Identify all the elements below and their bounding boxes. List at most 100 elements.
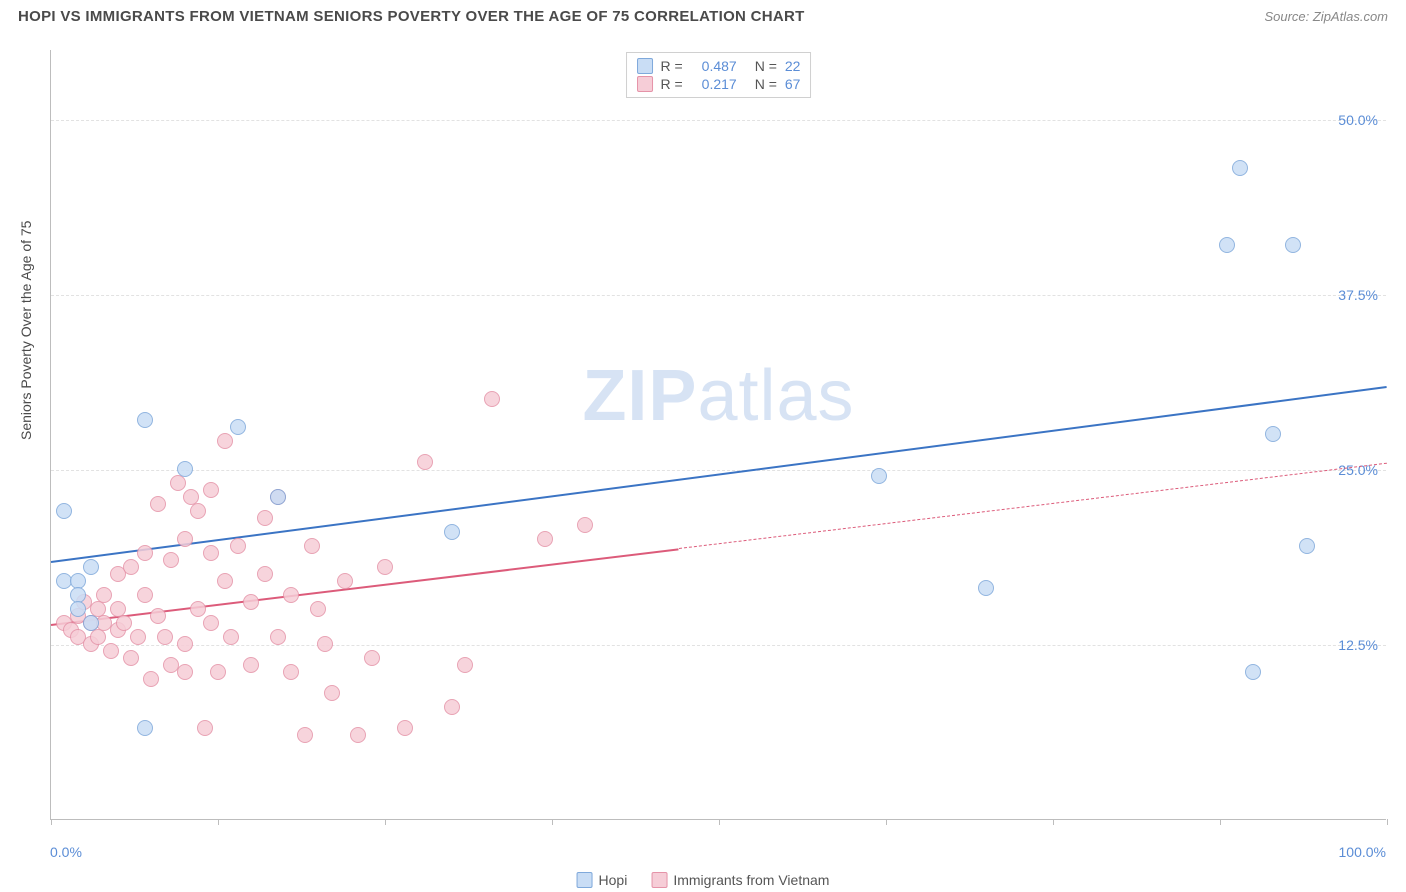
grid-line [51, 645, 1386, 646]
data-point [417, 454, 433, 470]
data-point [1219, 237, 1235, 253]
legend-swatch-1b [577, 872, 593, 888]
data-point [116, 615, 132, 631]
watermark: ZIPatlas [582, 355, 854, 437]
data-point [364, 650, 380, 666]
data-point [83, 615, 99, 631]
data-point [170, 475, 186, 491]
data-point [96, 587, 112, 603]
data-point [177, 461, 193, 477]
data-point [270, 629, 286, 645]
data-point [1265, 426, 1281, 442]
grid-line [51, 470, 1386, 471]
data-point [283, 587, 299, 603]
legend-label-2: Immigrants from Vietnam [673, 872, 829, 888]
n-value-1: 22 [785, 58, 801, 74]
watermark-atlas: atlas [697, 356, 854, 436]
data-point [397, 720, 413, 736]
x-tick [1053, 819, 1054, 825]
data-point [1245, 664, 1261, 680]
data-point [150, 496, 166, 512]
legend-item-2: Immigrants from Vietnam [651, 872, 829, 888]
data-point [137, 720, 153, 736]
data-point [217, 573, 233, 589]
x-tick [1220, 819, 1221, 825]
series-legend: Hopi Immigrants from Vietnam [577, 872, 830, 888]
n-label-1: N = [755, 58, 777, 74]
chart-source: Source: ZipAtlas.com [1264, 9, 1388, 24]
r-value-1: 0.487 [691, 58, 737, 74]
data-point [283, 664, 299, 680]
watermark-zip: ZIP [582, 356, 697, 436]
y-tick-label: 12.5% [1338, 637, 1378, 653]
data-point [577, 517, 593, 533]
legend-label-1: Hopi [599, 872, 628, 888]
x-tick [552, 819, 553, 825]
data-point [457, 657, 473, 673]
correlation-legend: R = 0.487 N = 22 R = 0.217 N = 67 [626, 52, 812, 98]
x-tick [51, 819, 52, 825]
data-point [257, 566, 273, 582]
data-point [203, 482, 219, 498]
r-label-2: R = [661, 76, 683, 92]
data-point [137, 412, 153, 428]
data-point [203, 615, 219, 631]
x-tick [218, 819, 219, 825]
data-point [190, 601, 206, 617]
n-label-2: N = [755, 76, 777, 92]
x-tick [719, 819, 720, 825]
data-point [243, 657, 259, 673]
data-point [243, 594, 259, 610]
x-axis-max-label: 100.0% [1339, 844, 1386, 860]
data-point [444, 524, 460, 540]
data-point [297, 727, 313, 743]
data-point [324, 685, 340, 701]
data-point [1232, 160, 1248, 176]
chart-header: HOPI VS IMMIGRANTS FROM VIETNAM SENIORS … [0, 0, 1406, 29]
y-axis-label: Seniors Poverty Over the Age of 75 [18, 221, 34, 440]
data-point [137, 545, 153, 561]
chart-container: Seniors Poverty Over the Age of 75 ZIPat… [0, 40, 1406, 892]
data-point [123, 650, 139, 666]
data-point [304, 538, 320, 554]
y-tick-label: 37.5% [1338, 287, 1378, 303]
legend-item-1: Hopi [577, 872, 628, 888]
legend-swatch-2b [651, 872, 667, 888]
data-point [257, 510, 273, 526]
data-point [230, 419, 246, 435]
data-point [83, 559, 99, 575]
data-point [270, 489, 286, 505]
chart-title: HOPI VS IMMIGRANTS FROM VIETNAM SENIORS … [18, 8, 805, 25]
data-point [130, 629, 146, 645]
trend-line-0 [51, 386, 1387, 563]
r-label-1: R = [661, 58, 683, 74]
data-point [1285, 237, 1301, 253]
data-point [70, 601, 86, 617]
data-point [317, 636, 333, 652]
data-point [150, 608, 166, 624]
data-point [230, 538, 246, 554]
data-point [143, 671, 159, 687]
data-point [177, 664, 193, 680]
x-tick [385, 819, 386, 825]
data-point [163, 552, 179, 568]
data-point [217, 433, 233, 449]
data-point [223, 629, 239, 645]
data-point [177, 636, 193, 652]
data-point [123, 559, 139, 575]
data-point [137, 587, 153, 603]
data-point [190, 503, 206, 519]
grid-line [51, 295, 1386, 296]
data-point [350, 727, 366, 743]
x-tick [886, 819, 887, 825]
data-point [377, 559, 393, 575]
data-point [1299, 538, 1315, 554]
data-point [157, 629, 173, 645]
data-point [310, 601, 326, 617]
data-point [978, 580, 994, 596]
trend-dash-1 [679, 463, 1387, 549]
legend-row-2: R = 0.217 N = 67 [637, 75, 801, 93]
data-point [337, 573, 353, 589]
legend-row-1: R = 0.487 N = 22 [637, 57, 801, 75]
n-value-2: 67 [785, 76, 801, 92]
